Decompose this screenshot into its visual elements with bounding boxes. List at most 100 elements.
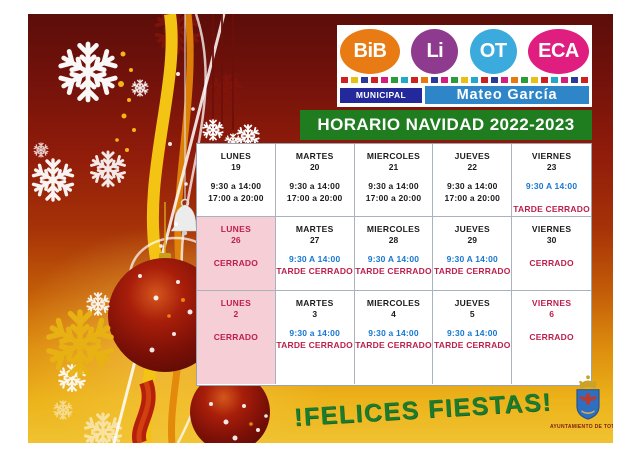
date-label: 20	[309, 162, 320, 172]
strip-square	[471, 77, 478, 83]
day-label: LUNES	[220, 151, 252, 161]
date-label: 30	[546, 235, 557, 245]
hours-line: 9:30 a 14:00	[289, 328, 340, 338]
hours-line: 9:30 a 14:00	[368, 328, 419, 338]
strip-square	[441, 77, 448, 83]
schedule-cell: JUEVES 22 9:30 a 14:00 17:00 a 20:00	[433, 144, 513, 216]
schedule-cell: JUEVES 29 9:30 A 14:00 TARDE CERRADO	[433, 217, 513, 290]
strip-square	[401, 77, 408, 83]
strip-square	[381, 77, 388, 83]
date-label: 4	[391, 309, 396, 319]
hours-line: TARDE CERRADO	[433, 340, 511, 350]
day-label: VIERNES	[531, 224, 572, 234]
hours-line: CERRADO	[529, 258, 574, 268]
strip-square	[451, 77, 458, 83]
hours-line: CERRADO	[529, 332, 574, 342]
logo-bubble-li: Li	[411, 29, 459, 74]
hours-line: 17:00 a 20:00	[365, 193, 422, 203]
hours-line: TARDE CERRADO	[355, 266, 432, 276]
date-label: 27	[309, 235, 320, 245]
color-strip	[340, 77, 589, 83]
schedule-cell: VIERNES 6 CERRADO	[512, 291, 591, 384]
date-label: 6	[549, 309, 554, 319]
day-label: VIERNES	[531, 151, 572, 161]
hours-line: 9:30 A 14:00	[525, 181, 578, 191]
date-label: 21	[388, 162, 399, 172]
strip-square	[421, 77, 428, 83]
totana-caption: AYUNTAMIENTO DE TOTANA	[549, 424, 613, 430]
logo-bubble-ot: OT	[469, 29, 517, 74]
holiday-poster: BiB Li OT ECA MUNICIPAL Mateo García HOR…	[28, 14, 613, 443]
schedule-cell: MARTES 27 9:30 A 14:00 TARDE CERRADO	[276, 217, 355, 290]
day-label: MARTES	[295, 298, 334, 308]
day-label: VIERNES	[531, 298, 572, 308]
strip-square	[531, 77, 538, 83]
date-label: 2	[233, 309, 239, 319]
schedule-week-row: LUNES 26 CERRADO MARTES 27 9:30 A 14:00 TARDE …	[197, 217, 591, 291]
date-label: 22	[467, 162, 478, 172]
strip-square	[461, 77, 468, 83]
strip-square	[561, 77, 568, 83]
date-label: 23	[546, 162, 557, 172]
strip-square	[581, 77, 588, 83]
hours-line: TARDE CERRADO	[355, 340, 432, 350]
strip-square	[571, 77, 578, 83]
schedule-week-row: LUNES 2 CERRADO MARTES 3 9:30 a 14:00 TARDE CE…	[197, 291, 591, 384]
library-name-label: Mateo García	[425, 86, 589, 104]
schedule-cell: MIERCOLES 4 9:30 a 14:00 TARDE CERRADO	[355, 291, 434, 384]
hours-line: TARDE CERRADO	[433, 266, 511, 276]
schedule-cell: LUNES 26 CERRADO	[197, 217, 276, 290]
strip-square	[391, 77, 398, 83]
strip-square	[551, 77, 558, 83]
hours-line: CERRADO	[213, 258, 259, 268]
logo-row: MUNICIPAL Mateo García	[340, 86, 589, 104]
hours-line: 9:30 a 14:00	[446, 328, 498, 338]
logo-bubbles: BiB Li OT ECA	[340, 29, 589, 74]
hours-line: 17:00 a 20:00	[208, 193, 264, 203]
strip-square	[521, 77, 528, 83]
strip-square	[501, 77, 508, 83]
logo-bubble-eca: ECA	[527, 29, 589, 74]
hours-line: CERRADO	[213, 332, 259, 342]
hours-line: 9:30 a 14:00	[210, 181, 262, 191]
date-label: 26	[231, 235, 241, 245]
date-label: 3	[312, 309, 318, 319]
hours-line: 9:30 a 14:00	[368, 181, 419, 191]
day-label: LUNES	[220, 298, 252, 308]
strip-square	[481, 77, 488, 83]
strip-square	[511, 77, 518, 83]
logo-bubble-bib: BiB	[340, 29, 400, 74]
day-label: MIERCOLES	[366, 298, 421, 308]
strip-square	[431, 77, 438, 83]
schedule-cell: VIERNES 23 9:30 A 14:00 TARDE CERRADO	[512, 144, 591, 216]
schedule-cell: MIERCOLES 28 9:30 A 14:00 TARDE CERRADO	[355, 217, 434, 290]
strip-square	[361, 77, 368, 83]
date-label: 5	[469, 309, 475, 319]
hours-line: 9:30 A 14:00	[289, 254, 341, 264]
strip-square	[341, 77, 348, 83]
schedule-table: LUNES 19 9:30 a 14:00 17:00 a 20:00 MARTES 20…	[196, 143, 592, 386]
day-label: MARTES	[295, 224, 334, 234]
date-label: 29	[467, 235, 478, 245]
schedule-cell: MARTES 3 9:30 a 14:00 TARDE CERRADO	[276, 291, 355, 384]
schedule-week-row: LUNES 19 9:30 a 14:00 17:00 a 20:00 MARTES 20…	[197, 144, 591, 217]
schedule-cell: LUNES 19 9:30 a 14:00 17:00 a 20:00	[197, 144, 276, 216]
day-label: MARTES	[295, 151, 334, 161]
hours-line: 9:30 A 14:00	[367, 254, 420, 264]
day-label: JUEVES	[454, 298, 490, 308]
schedule-cell: VIERNES 30 CERRADO	[512, 217, 591, 290]
library-logo: BiB Li OT ECA MUNICIPAL Mateo García	[337, 25, 592, 107]
hours-line: TARDE CERRADO	[276, 266, 353, 276]
hours-line: 9:30 a 14:00	[446, 181, 498, 191]
schedule-cell: LUNES 2 CERRADO	[197, 291, 276, 384]
strip-square	[541, 77, 548, 83]
hours-line: TARDE CERRADO	[513, 204, 590, 214]
date-label: 19	[231, 162, 241, 172]
hours-line: 9:30 A 14:00	[446, 254, 498, 264]
day-label: MIERCOLES	[366, 151, 421, 161]
municipal-label: MUNICIPAL	[340, 87, 422, 103]
day-label: MIERCOLES	[366, 224, 421, 234]
schedule-cell: MIERCOLES 21 9:30 a 14:00 17:00 a 20:00	[355, 144, 434, 216]
day-label: JUEVES	[454, 224, 490, 234]
